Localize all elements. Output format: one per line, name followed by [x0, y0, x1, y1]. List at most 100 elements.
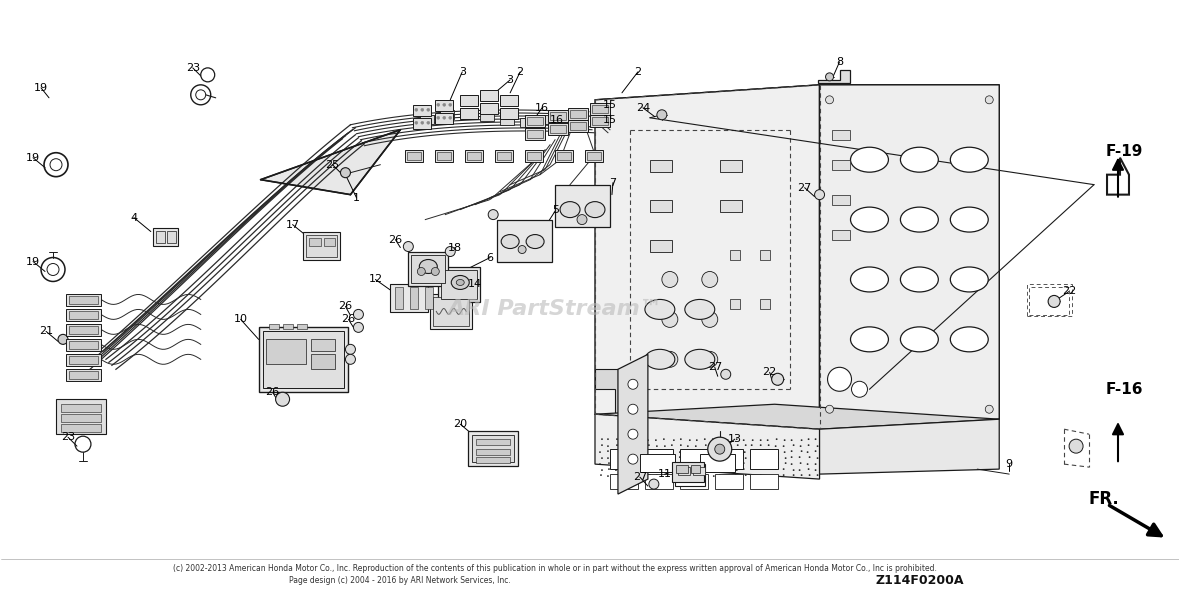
Circle shape — [768, 475, 769, 477]
Circle shape — [632, 456, 634, 458]
Bar — [527, 130, 543, 138]
Bar — [411, 287, 419, 309]
Ellipse shape — [900, 327, 938, 352]
Bar — [302, 231, 341, 260]
Circle shape — [632, 464, 634, 465]
Text: 5: 5 — [552, 204, 559, 214]
Circle shape — [442, 116, 446, 120]
Text: FR.: FR. — [1089, 490, 1120, 508]
Bar — [68, 356, 98, 365]
Circle shape — [649, 468, 650, 470]
Circle shape — [421, 121, 424, 124]
Circle shape — [518, 246, 526, 253]
Bar — [407, 152, 421, 160]
Circle shape — [759, 439, 760, 441]
Circle shape — [688, 439, 689, 441]
Circle shape — [721, 469, 722, 471]
Bar — [570, 122, 586, 130]
Circle shape — [759, 464, 760, 465]
Bar — [413, 105, 432, 116]
Circle shape — [752, 475, 754, 477]
Circle shape — [632, 444, 634, 446]
Circle shape — [776, 457, 779, 459]
Bar — [66, 309, 101, 322]
Text: (c) 2002-2013 American Honda Motor Co., Inc. Reproduction of the contents of thi: (c) 2002-2013 American Honda Motor Co., … — [173, 564, 937, 574]
Bar — [729, 250, 740, 260]
Circle shape — [608, 451, 609, 452]
Circle shape — [784, 469, 786, 471]
Bar — [832, 160, 850, 170]
Circle shape — [657, 468, 658, 470]
Circle shape — [601, 462, 602, 464]
Circle shape — [985, 96, 994, 104]
Text: ARI PartStream™: ARI PartStream™ — [447, 299, 662, 319]
Circle shape — [354, 322, 363, 332]
Circle shape — [793, 439, 794, 441]
Bar — [413, 118, 432, 129]
Circle shape — [655, 451, 657, 452]
Circle shape — [647, 439, 649, 441]
Text: 6: 6 — [486, 253, 493, 263]
Circle shape — [792, 474, 793, 476]
Circle shape — [769, 464, 771, 465]
Circle shape — [640, 468, 641, 470]
Circle shape — [750, 439, 753, 441]
Polygon shape — [595, 85, 820, 429]
Text: 3: 3 — [506, 75, 513, 85]
Circle shape — [799, 438, 800, 440]
Bar — [66, 325, 101, 336]
Bar — [557, 152, 571, 160]
Circle shape — [666, 464, 667, 465]
Text: 26: 26 — [341, 315, 355, 325]
Circle shape — [647, 445, 649, 447]
Bar — [550, 125, 566, 133]
Circle shape — [767, 439, 768, 441]
Bar — [480, 112, 494, 121]
Bar — [433, 297, 470, 326]
Circle shape — [634, 451, 635, 453]
Circle shape — [760, 469, 761, 471]
Text: 26: 26 — [266, 387, 280, 397]
Bar — [412, 254, 445, 283]
Circle shape — [729, 451, 730, 452]
Circle shape — [695, 451, 696, 453]
Bar — [441, 270, 477, 299]
Bar — [68, 296, 98, 305]
Text: 4: 4 — [130, 213, 137, 223]
Bar — [66, 339, 101, 351]
Circle shape — [814, 468, 817, 470]
Circle shape — [736, 468, 738, 470]
Circle shape — [678, 457, 681, 459]
Bar — [497, 152, 511, 160]
Circle shape — [827, 368, 852, 391]
Text: 26: 26 — [339, 302, 353, 312]
Circle shape — [695, 438, 696, 440]
Bar — [749, 449, 778, 469]
Bar — [440, 110, 454, 119]
Circle shape — [738, 451, 739, 452]
Text: 27: 27 — [632, 472, 647, 482]
Circle shape — [601, 456, 602, 458]
Circle shape — [727, 438, 728, 440]
Text: 19: 19 — [26, 256, 40, 266]
Circle shape — [814, 444, 817, 446]
Circle shape — [785, 462, 786, 464]
Bar — [640, 454, 675, 472]
Ellipse shape — [502, 234, 519, 249]
Bar — [520, 118, 535, 127]
Bar — [677, 467, 690, 475]
Circle shape — [623, 444, 624, 446]
Text: 15: 15 — [603, 100, 617, 110]
Circle shape — [276, 392, 289, 406]
Ellipse shape — [900, 267, 938, 292]
Bar — [832, 194, 850, 204]
Circle shape — [673, 469, 674, 471]
Bar — [693, 467, 704, 475]
Bar — [676, 465, 688, 473]
Text: 25: 25 — [326, 160, 340, 170]
Ellipse shape — [645, 299, 675, 319]
Bar — [61, 424, 101, 432]
Circle shape — [628, 404, 638, 414]
Bar — [310, 355, 335, 369]
Bar — [650, 160, 671, 171]
